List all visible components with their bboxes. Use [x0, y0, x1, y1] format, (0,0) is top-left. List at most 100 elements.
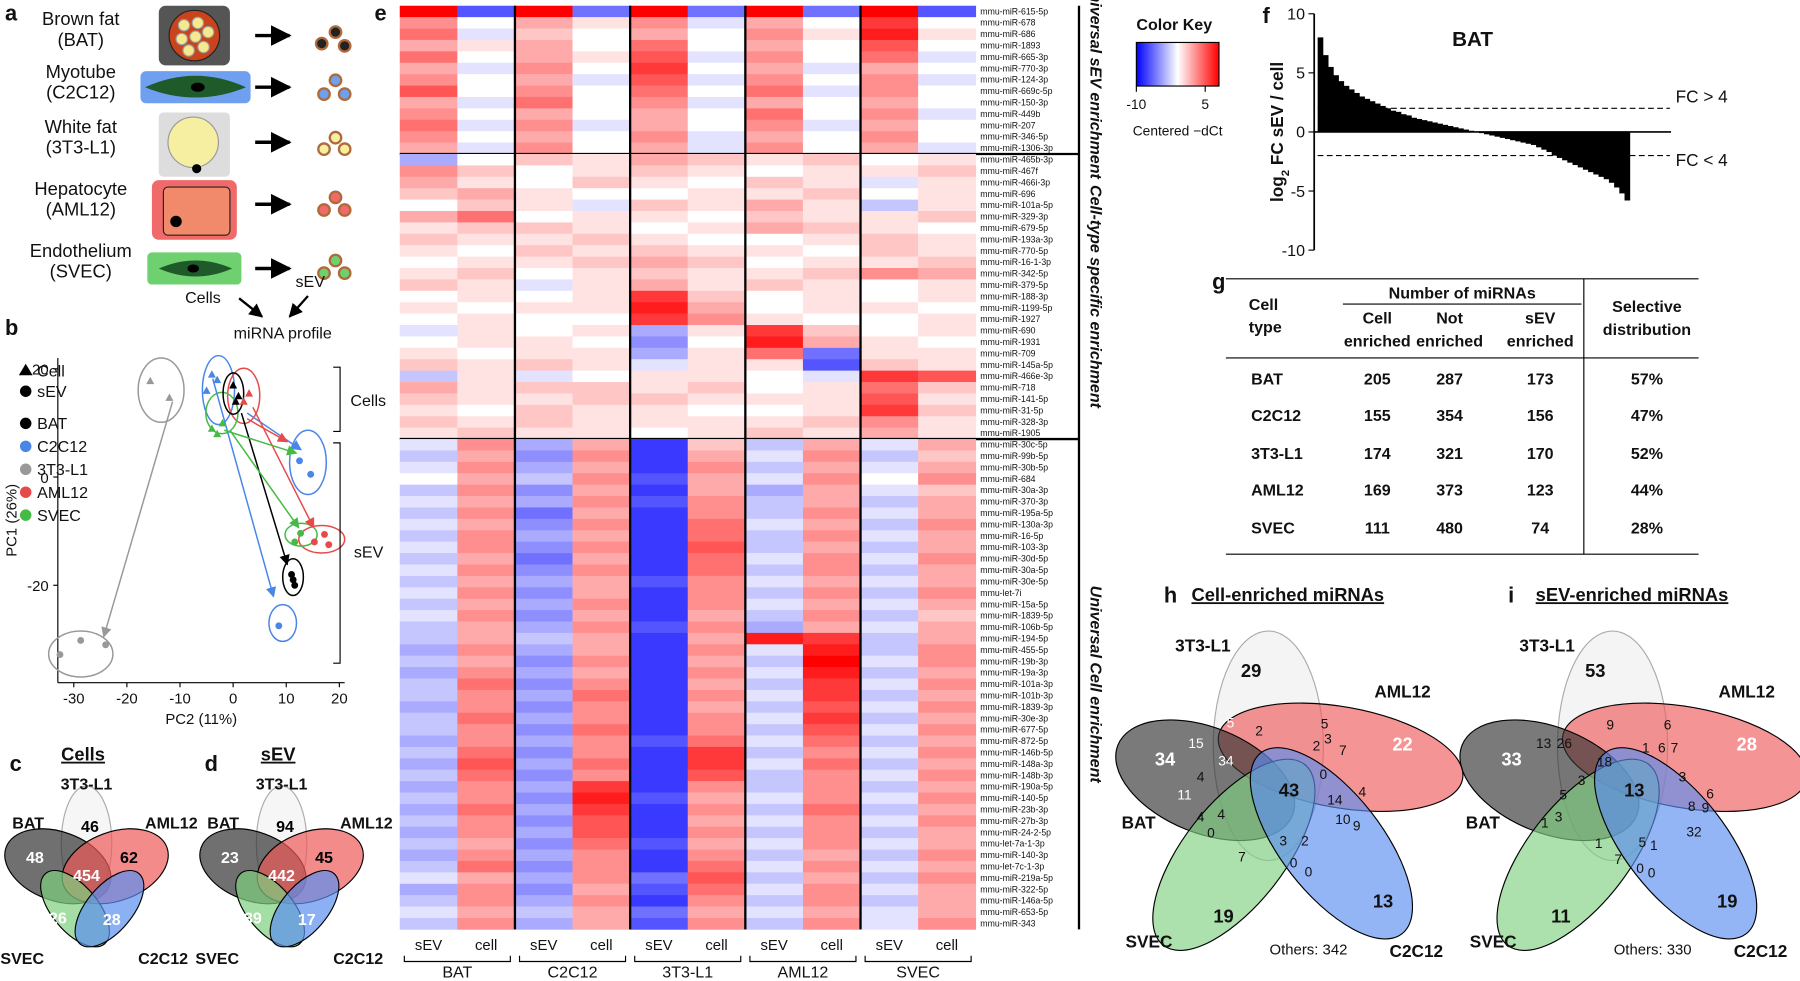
- heat-cell: [514, 541, 573, 554]
- heat-cell: [572, 587, 631, 600]
- heat-cell: [514, 5, 573, 18]
- heat-cell: [802, 621, 861, 634]
- heat-cell: [572, 667, 631, 679]
- heat-cell: [687, 17, 746, 29]
- heat-cell: [630, 735, 689, 748]
- heat-cell: [399, 233, 458, 246]
- heat-cell: [860, 575, 919, 588]
- bar: [1406, 115, 1412, 132]
- heat-cell: [572, 233, 631, 246]
- heat-cell: [572, 370, 631, 383]
- heat-cell: [572, 803, 631, 816]
- heat-cell: [630, 644, 689, 657]
- cell-point: [218, 418, 227, 427]
- heat-cell: [687, 427, 746, 440]
- heat-cell: [572, 302, 631, 314]
- heat-cell: [860, 769, 919, 782]
- heat-cell: [630, 131, 689, 143]
- row-label: mmu-miR-696: [980, 189, 1035, 199]
- heat-cell: [399, 268, 458, 280]
- sev-point: [275, 622, 283, 630]
- heat-cell: [745, 347, 804, 360]
- legend-label: sEV: [37, 383, 67, 401]
- venn-count: 26: [1557, 736, 1573, 751]
- heat-cell: [399, 28, 458, 41]
- heat-cell: [745, 382, 804, 394]
- heat-cell: [802, 382, 861, 394]
- heat-cell: [860, 199, 919, 212]
- heat-cell: [630, 621, 689, 634]
- heat-cell: [687, 849, 746, 862]
- heat-cell: [687, 667, 746, 679]
- table-cell: 205: [1364, 370, 1391, 388]
- heat-cell: [745, 883, 804, 896]
- heat-cell: [745, 496, 804, 508]
- heat-cell: [572, 222, 631, 235]
- bar: [1494, 131, 1501, 137]
- row-label: mmu-miR-141-5p: [980, 394, 1048, 404]
- heat-cell: [630, 838, 689, 850]
- heat-cell: [572, 655, 631, 668]
- row-label: mmu-miR-342-5p: [980, 269, 1048, 279]
- heat-cell: [687, 815, 746, 828]
- row-label: mmu-miR-343: [980, 919, 1035, 929]
- heat-cell: [457, 655, 516, 668]
- table-cell: C2C12: [1251, 407, 1301, 425]
- cell-name: (C2C12): [46, 82, 115, 103]
- x-tick-label: -30: [63, 691, 85, 707]
- heat-cell: [514, 769, 573, 782]
- panel-a: a Cells sEV miRNA profile: [5, 1, 352, 342]
- icon: [170, 215, 182, 228]
- heat-cell: [687, 610, 746, 622]
- heat-cell: [572, 17, 631, 29]
- heat-cell: [687, 484, 746, 497]
- heat-cell: [687, 210, 746, 223]
- heat-cell: [687, 598, 746, 611]
- heat-cell: [802, 644, 861, 657]
- heat-cell: [457, 610, 516, 622]
- heat-cell: [802, 849, 861, 862]
- table-header: enriched: [1416, 333, 1483, 351]
- heat-cell: [918, 838, 977, 850]
- heat-cell: [918, 564, 977, 577]
- heat-cell: [572, 473, 631, 486]
- venn-count: 19: [1213, 905, 1233, 926]
- heat-cell: [802, 427, 861, 440]
- heat-cell: [745, 302, 804, 314]
- heat-cell: [687, 176, 746, 189]
- heat-cell: [687, 917, 746, 930]
- venn-count: 13: [1536, 736, 1552, 751]
- heat-cell: [630, 849, 689, 862]
- row-label: mmu-miR-1199-5p: [980, 303, 1052, 313]
- heat-cell: [687, 119, 746, 132]
- heat-cell: [918, 153, 977, 166]
- key-tick-label: -10: [1126, 97, 1146, 112]
- heat-cell: [918, 667, 977, 679]
- heat-cell: [457, 51, 516, 64]
- venn-count: 43: [1279, 779, 1299, 800]
- heat-cell: [399, 758, 458, 771]
- cell-name: (BAT): [58, 29, 105, 50]
- heat-cell: [802, 678, 861, 691]
- heat-cell: [514, 689, 573, 702]
- venn-count: 32: [1686, 824, 1701, 839]
- heat-cell: [687, 678, 746, 691]
- heat-cell: [860, 450, 919, 463]
- row-label: mmu-miR-466i-3p: [980, 177, 1050, 187]
- heat-cell: [745, 85, 804, 98]
- chart-title: BAT: [1452, 28, 1493, 51]
- heat-cell: [457, 484, 516, 497]
- column-bracket: [864, 955, 972, 963]
- row-label: mmu-miR-124-3p: [980, 75, 1048, 85]
- heat-cell: [918, 484, 977, 497]
- heat-cell: [918, 496, 977, 508]
- heat-cell: [745, 393, 804, 406]
- panel-letter: g: [1212, 269, 1225, 294]
- row-label: mmu-miR-30c-5p: [980, 440, 1047, 450]
- heat-cell: [399, 496, 458, 508]
- heat-cell: [514, 473, 573, 486]
- heat-cell: [399, 712, 458, 725]
- heat-cell: [514, 781, 573, 793]
- heat-cell: [572, 256, 631, 269]
- heat-cell: [514, 51, 573, 64]
